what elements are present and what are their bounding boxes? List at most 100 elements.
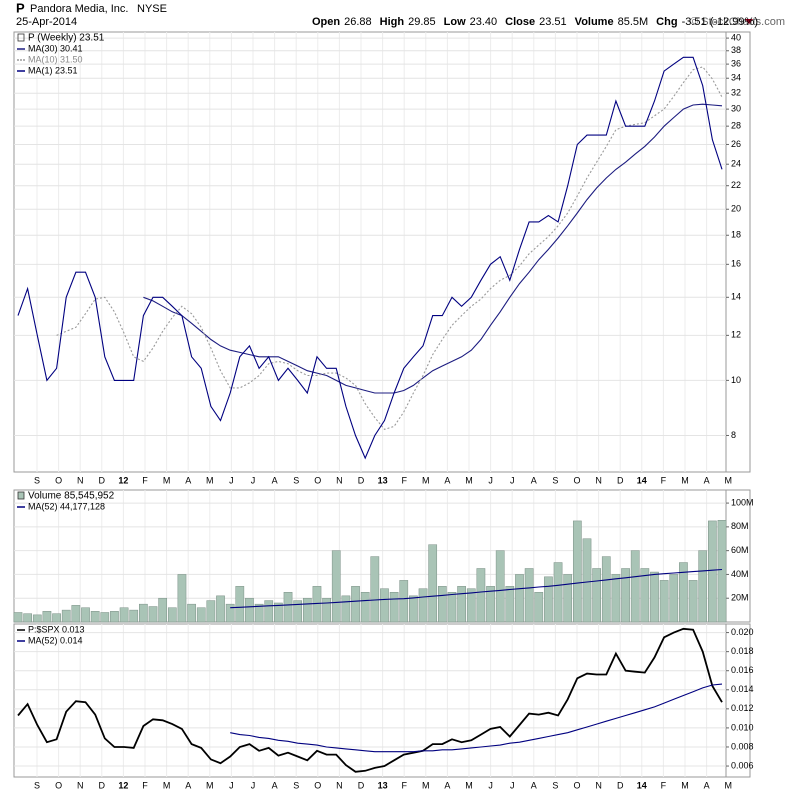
- x-tick-label: M: [681, 475, 689, 485]
- volume-bar: [534, 592, 544, 623]
- x-tick-label: A: [704, 475, 710, 485]
- y-tick-label: 28: [731, 121, 741, 131]
- y-tick-label: 30: [731, 104, 741, 114]
- quote-value: -3.51 (-12.99%): [682, 16, 758, 28]
- y-tick-label: 0.016: [731, 665, 754, 675]
- quote-value: 23.40: [470, 16, 498, 28]
- series-line: [17, 56, 723, 460]
- volume-bar: [409, 595, 418, 623]
- y-tick-label: 12: [731, 330, 741, 340]
- x-tick-label: D: [99, 475, 106, 485]
- x-tick-label: N: [336, 475, 343, 485]
- y-tick-label: 22: [731, 180, 741, 190]
- volume-bar: [437, 586, 447, 623]
- x-tick-label: M: [465, 780, 473, 790]
- y-tick-label: 8: [731, 430, 736, 440]
- x-tick-label: F: [401, 475, 407, 485]
- volume-bar: [235, 586, 245, 623]
- x-tick-label: N: [336, 780, 343, 790]
- quote-value: 29.85: [408, 16, 436, 28]
- volume-bar: [331, 550, 341, 623]
- y-tick-label: 26: [731, 139, 741, 149]
- x-tick-label: S: [552, 780, 558, 790]
- x-tick-label: J: [488, 475, 493, 485]
- volume-bar: [553, 562, 563, 623]
- x-tick-label: M: [163, 475, 171, 485]
- volume-bar: [708, 520, 717, 623]
- volume-bar: [42, 611, 52, 623]
- series-line: [56, 66, 723, 431]
- series-line: [143, 103, 723, 394]
- volume-bar: [322, 597, 331, 623]
- quote-value: 85.5M: [618, 16, 649, 28]
- x-tick-label: D: [358, 780, 365, 790]
- volume-bar: [505, 586, 515, 623]
- volume-bar: [148, 606, 158, 623]
- x-tick-label: O: [314, 780, 321, 790]
- volume-bar: [283, 592, 293, 623]
- x-tick-label: J: [488, 780, 493, 790]
- x-tick-label: S: [293, 475, 299, 485]
- volume-bar: [457, 586, 466, 623]
- volume-bar: [428, 544, 438, 623]
- volume-bar: [32, 614, 42, 623]
- volume-bar: [688, 580, 698, 623]
- volume-bar: [360, 592, 370, 623]
- volume-bar: [466, 588, 476, 623]
- x-tick-label: A: [272, 780, 278, 790]
- y-tick-label: 0.014: [731, 684, 754, 694]
- volume-bar: [592, 568, 601, 623]
- x-tick-label: A: [185, 475, 191, 485]
- volume-bar: [13, 612, 23, 623]
- quote-text: Open 26.88 High 29.85 Low 23.40 Close 23.51 Volu…: [312, 16, 758, 28]
- legend-entry: P:$SPX 0.013: [28, 624, 85, 634]
- volume-bar: [110, 611, 119, 623]
- y-tick-label: 0.008: [731, 741, 754, 751]
- y-tick-label: 0.010: [731, 722, 754, 732]
- x-tick-label: 13: [378, 780, 388, 790]
- volume-bar: [225, 603, 235, 623]
- x-tick-label: D: [617, 475, 624, 485]
- volume-bar: [100, 612, 110, 623]
- x-tick-label: S: [34, 780, 40, 790]
- volume-bar: [23, 613, 32, 623]
- x-tick-label: M: [724, 475, 732, 485]
- x-tick-label: 13: [378, 475, 388, 485]
- x-tick-label: F: [401, 780, 407, 790]
- volume-bar: [351, 586, 360, 623]
- down-arrow: [745, 19, 753, 24]
- x-tick-label: A: [444, 475, 450, 485]
- x-tick-label: S: [34, 475, 40, 485]
- volume-bar: [679, 562, 688, 623]
- volume-bar: [274, 602, 283, 623]
- volume-bar: [399, 580, 409, 623]
- volume-bar: [486, 586, 495, 623]
- volume-bar: [650, 571, 659, 623]
- x-tick-label: J: [251, 780, 256, 790]
- series-line: [17, 627, 723, 773]
- x-tick-label: N: [595, 780, 602, 790]
- volume-bar: [418, 588, 428, 623]
- quote-value: 23.51: [539, 16, 567, 28]
- volume-bar: [312, 586, 322, 623]
- volume-bar: [119, 607, 129, 623]
- x-tick-label: J: [251, 475, 256, 485]
- volume-bar: [206, 600, 216, 623]
- quote-label: Low: [444, 16, 466, 28]
- y-tick-label: 34: [731, 73, 741, 83]
- volume-bar: [90, 611, 100, 623]
- volume-bar: [380, 588, 389, 623]
- x-tick-label: J: [229, 475, 234, 485]
- x-tick-label: M: [206, 780, 214, 790]
- quote: Open 26.88 High 29.85 Low 23.40 Close 23.51 Volu…: [312, 16, 758, 28]
- volume-bar: [139, 603, 148, 623]
- volume-bar: [254, 603, 264, 623]
- volume-bar: [515, 574, 524, 623]
- quote-value: 26.88: [344, 16, 372, 28]
- y-tick-label: 20: [731, 204, 741, 214]
- legend-icon: [17, 33, 25, 42]
- x-tick-label: N: [595, 475, 602, 485]
- x-tick-label: 14: [637, 780, 647, 790]
- copyright: © StockCharts.com: [690, 16, 785, 28]
- volume-bar: [640, 568, 650, 623]
